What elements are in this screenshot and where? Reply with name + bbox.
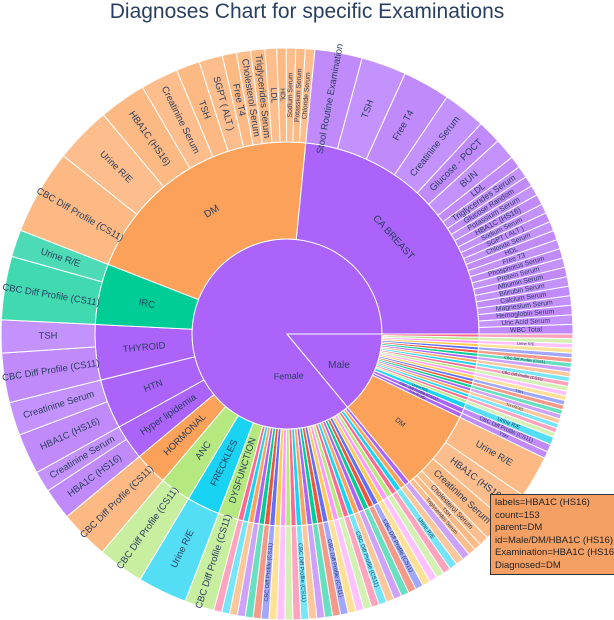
female-exam-label-dm-11: Sodium Serum [287, 72, 295, 117]
male-diagnosis-label-urine-r-e: Urine R/E [411, 382, 429, 393]
female-exam-label-dm-10: HDL [278, 88, 285, 102]
female-exam-label-ca-breast-14: HDL [504, 246, 519, 257]
female-minor-exam-33[interactable] [213, 518, 244, 614]
tooltip-line-3: id=Male/DM/HBA1C (HS16) [495, 534, 613, 546]
tooltip-line-1: count=153 [495, 509, 540, 521]
tooltip-line-4: Examination=HBA1C (HS16) [495, 547, 614, 558]
female-exam-label-dm-12: Potassium Serum [294, 68, 304, 122]
tooltip-line-2: parent=DM [495, 522, 543, 533]
female-exam-label-dm-13: Chloride Serum [301, 72, 312, 120]
male-minor-exam-label-3: TSH [515, 388, 524, 395]
male-exam-dm-5[interactable] [408, 478, 476, 556]
chart-title: Diagnoses Chart for specific Examination… [109, 0, 505, 23]
female-minor-exam-24[interactable] [284, 525, 294, 620]
female-exam-label-ca-breast-22: Hemoglobin Serum [496, 308, 555, 320]
female-diagnosis-label-thyroid: THYROID [122, 340, 166, 355]
female-exam-label-dm-9: LDL [269, 87, 280, 103]
female-minor-exam-label-5: CBC Diff Profile (CS11) [264, 543, 275, 602]
male-minor-exam-label-0: Urine R/E [517, 341, 535, 347]
hover-tooltip: labels=HBA1C (HS16) count=153 parent=DM id=… [490, 494, 614, 575]
male-minor-exam-label-1: CBC Diff Profile (CS11) [504, 355, 546, 365]
female-exam-label-thyroid-1: TSH [38, 331, 57, 342]
tooltip-line-5: Diagnosed=DM [495, 559, 561, 571]
female-diagnosis-label-irc: IRC [138, 297, 156, 311]
inner-label-male: Male [328, 360, 350, 371]
tooltip-line-0: labels=HBA1C (HS16) [495, 497, 590, 508]
female-exam-label-ca-breast-23: Uric Acid Serum [501, 318, 550, 327]
male-exam-label-thyroid-0: TSH [498, 431, 510, 441]
male-minor-exam-label-4: THYROID [505, 402, 524, 412]
female-minor-exam-label-4: CBC Diff Profile (CS11) [297, 543, 307, 602]
male-exam-label-dm-4: TSH [440, 506, 452, 518]
female-exam-label-ca-breast-24: WBC Total [510, 327, 543, 335]
inner-label-female: Female [274, 370, 304, 381]
